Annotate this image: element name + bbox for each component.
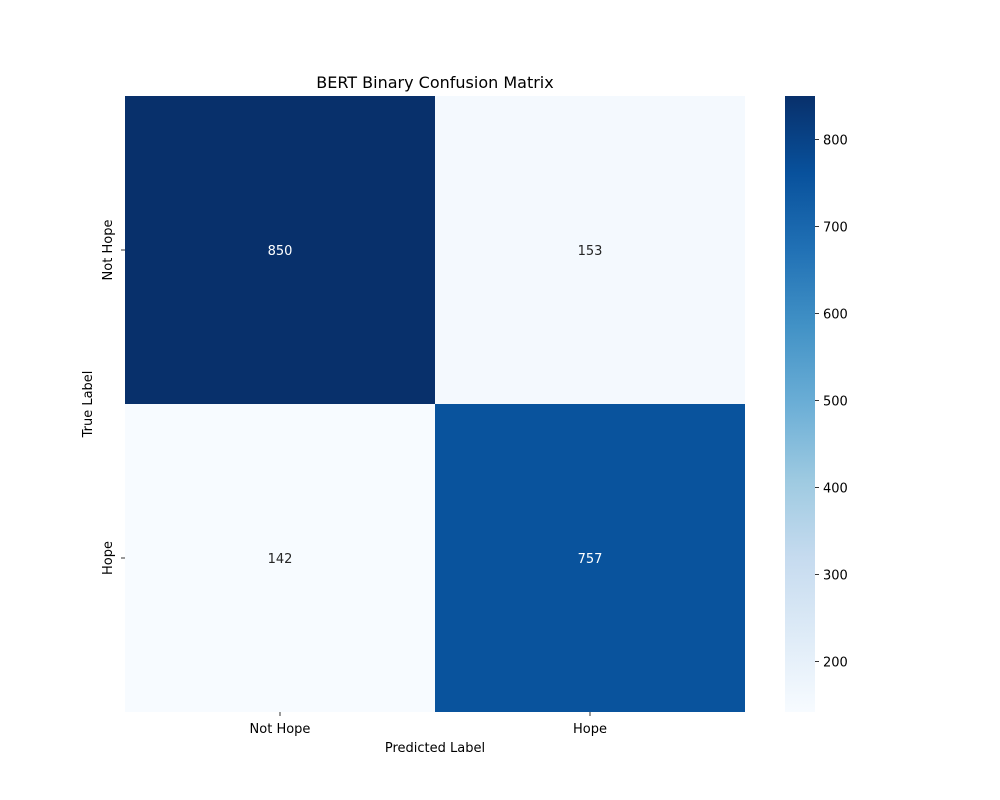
cell-value-r0-c1: 153 [578, 244, 603, 259]
colorbar-tick-label-6: 800 [823, 134, 848, 149]
x-tick-label-1: Hope [573, 722, 607, 737]
heatmap-cell-r1-c0 [125, 404, 435, 712]
cell-value-r0-c0: 850 [268, 244, 293, 259]
x-tick-label-0: Not Hope [250, 722, 311, 737]
colorbar-tick-label-3: 500 [823, 395, 848, 410]
colorbar-tick-label-0: 200 [823, 656, 848, 671]
colorbar-tick-label-4: 600 [823, 308, 848, 323]
y-tick-label-0: Not Hope [101, 220, 116, 281]
cell-value-r1-c1: 757 [578, 552, 603, 567]
chart-title: BERT Binary Confusion Matrix [316, 73, 553, 92]
heatmap-cells [125, 96, 745, 712]
heatmap-cell-r0-c0 [125, 96, 435, 404]
colorbar [785, 96, 815, 712]
colorbar-tick-label-1: 300 [823, 569, 848, 584]
cell-value-r1-c0: 142 [268, 552, 293, 567]
colorbar-tick-label-5: 700 [823, 221, 848, 236]
y-axis-ticks: Not Hope Hope [101, 220, 125, 575]
heatmap-cell-labels: 850 153 142 757 [268, 244, 603, 567]
heatmap-cell-r0-c1 [435, 96, 745, 404]
y-tick-label-1: Hope [101, 541, 116, 575]
x-axis-ticks: Not Hope Hope [250, 712, 607, 737]
heatmap-cell-r1-c1 [435, 404, 745, 712]
colorbar-tick-label-2: 400 [823, 482, 848, 497]
y-axis-label: True Label [81, 371, 96, 439]
x-axis-label: Predicted Label [385, 741, 485, 756]
colorbar-ticks: 200 300 400 500 600 700 800 [815, 134, 848, 671]
